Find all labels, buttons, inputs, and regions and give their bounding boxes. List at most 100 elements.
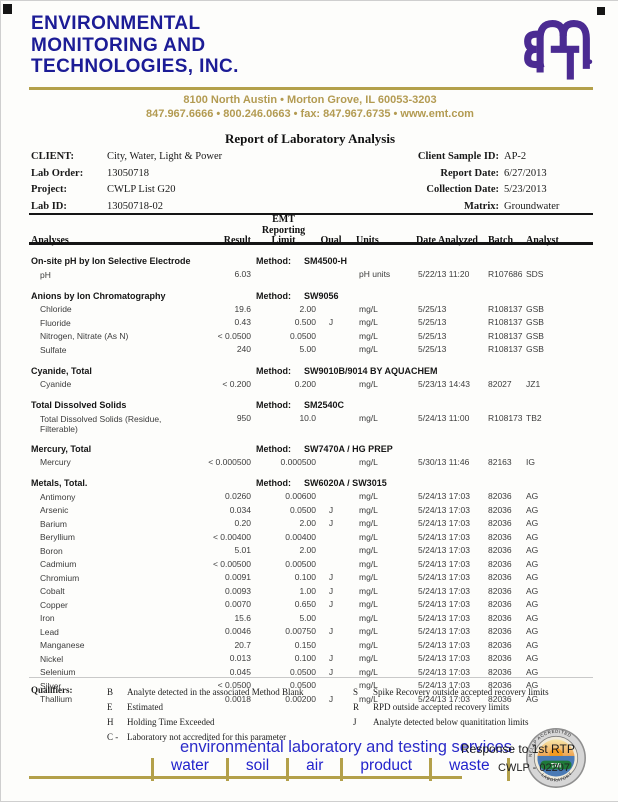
method-name: SW6020A / SW3015 (304, 478, 387, 488)
result-value: 15.6 (234, 612, 251, 623)
units-value: pH units (359, 269, 391, 279)
date-analyzed: 5/24/13 17:03 (418, 680, 470, 690)
service-divider (340, 758, 344, 781)
reporting-limit: 0.00400 (285, 531, 316, 542)
result-row: Cyanide < 0.200 0.200 mg/L 5/23/13 14:43 8202… (31, 378, 591, 392)
method-label: Method: (256, 290, 291, 301)
qualifier-text: RPD outside accepted recovery limits (373, 702, 509, 712)
batch-id: R108137 (488, 317, 523, 327)
info-label: Collection Date: (426, 184, 499, 195)
analyst-initials: AG (526, 585, 539, 596)
report-info: CLIENT: City, Water, Light & Power Client … (31, 149, 591, 215)
service-divider (225, 758, 229, 781)
result-value: 0.43 (234, 317, 251, 327)
analyst-initials: AG (526, 531, 539, 542)
qualifier-definition: H Holding Time Exceeded (107, 715, 353, 730)
analyte-name: Mercury (40, 457, 71, 467)
qualifier-definition: S Spike Recovery outside accepted recover… (353, 685, 549, 700)
qualifier-code: B (107, 687, 114, 697)
date-analyzed: 5/25/13 (418, 317, 447, 327)
qualifier-code: R (353, 702, 360, 712)
qualifier-code: H (107, 717, 114, 727)
units-value: mg/L (359, 639, 378, 650)
qualifiers-label: Qualifiers: (31, 685, 73, 695)
result-row: Silver < 0.0500 0.0500 mg/L 5/24/13 17:03 820… (31, 679, 591, 693)
qualifier-flag: J (328, 626, 334, 636)
units-value: mg/L (359, 545, 378, 555)
units-value: mg/L (359, 680, 378, 690)
batch-id: 82036 (488, 491, 512, 501)
reporting-limit: 0.100 (294, 572, 316, 582)
reporting-limit: 0.0500 (290, 504, 316, 515)
reporting-limit: 0.100 (294, 653, 316, 663)
reporting-limit: 0.0500 (290, 680, 316, 690)
section-name: Mercury, Total (31, 443, 92, 454)
date-analyzed: 5/24/13 17:03 (418, 626, 470, 636)
service-divider (506, 758, 510, 781)
qualifier-flag: J (328, 585, 334, 596)
analyte-name: Iron (40, 613, 55, 623)
reporting-limit: 0.00600 (285, 491, 316, 501)
date-analyzed: 5/24/13 17:03 (418, 653, 470, 663)
reporting-limit: 2.00 (299, 545, 316, 555)
reporting-limit: 0.200 (294, 378, 316, 389)
analyte-name: Chromium (40, 572, 80, 583)
qualifier-text: Estimated (127, 702, 163, 712)
info-row: Project: CWLP List G20 Collection Date: 5/2… (31, 182, 591, 199)
service-label: waste (449, 757, 490, 774)
analyte-name: Copper (40, 599, 68, 610)
result-value: 20.7 (234, 639, 251, 650)
batch-id: 82036 (488, 572, 512, 582)
analyst-initials: GSB (526, 303, 544, 314)
analyte-name: Cadmium (40, 559, 77, 569)
seal-band-text: TNI (551, 763, 561, 770)
units-value: mg/L (359, 456, 378, 467)
units-value: mg/L (359, 558, 378, 569)
reporting-limit: 0.150 (294, 639, 316, 650)
col-reporting-limit: EMT Reporting Limit (261, 214, 306, 246)
info-label: Lab ID: (31, 200, 67, 212)
analyte-name: Boron (40, 545, 63, 556)
batch-id: 82036 (488, 558, 512, 569)
units-value: mg/L (359, 491, 378, 501)
analyst-initials: AG (526, 518, 539, 528)
analyst-initials: AG (526, 504, 539, 515)
analyst-initials: AG (526, 572, 539, 582)
method-name: SM4500-H (304, 256, 348, 266)
response-note: Response to 1st RTP (461, 742, 575, 756)
service-divider (286, 758, 290, 781)
batch-id: 82163 (488, 456, 512, 467)
date-analyzed: 5/25/13 (418, 330, 447, 341)
qualifier-flag: J (328, 599, 334, 609)
col-analyst: Analyst (526, 235, 559, 246)
service-label: soil (245, 757, 270, 774)
info-value: City, Water, Light & Power (107, 151, 223, 162)
qualifiers-left-column: B Analyte detected in the associated Meth… (107, 685, 353, 745)
info-value: AP-2 (504, 151, 527, 162)
info-value: 13050718-02 (107, 200, 163, 212)
phone-line: 847.967.6666 • 800.246.0663 • fax: 847.9… (146, 108, 474, 120)
result-value: 0.0046 (225, 626, 251, 636)
result-value: 0.0018 (225, 693, 251, 704)
result-value: 0.0070 (225, 599, 251, 609)
batch-id: R107686 (488, 269, 523, 279)
info-value: 6/27/2013 (504, 167, 547, 179)
date-analyzed: 5/24/13 17:03 (418, 612, 470, 623)
units-value: mg/L (359, 413, 378, 423)
section-name: Metals, Total. (31, 478, 88, 488)
qualifier-text: Analyte detected below quanititation lim… (373, 717, 529, 727)
result-row: Beryllium < 0.00400 0.00400 mg/L 5/24/13 17:… (31, 531, 591, 545)
qualifier-flag: J (328, 504, 334, 515)
result-value: 6.03 (234, 269, 251, 279)
reporting-limit: 0.00750 (285, 626, 316, 636)
date-analyzed: 5/30/13 11:46 (418, 456, 470, 467)
units-value: mg/L (359, 626, 378, 636)
date-analyzed: 5/24/13 17:03 (418, 558, 470, 569)
section-header: Total Dissolved Solids Method: SM2540C (31, 399, 591, 412)
analyte-name: Selenium (40, 667, 76, 677)
batch-id: 82036 (488, 653, 512, 663)
header-divider (29, 87, 593, 90)
